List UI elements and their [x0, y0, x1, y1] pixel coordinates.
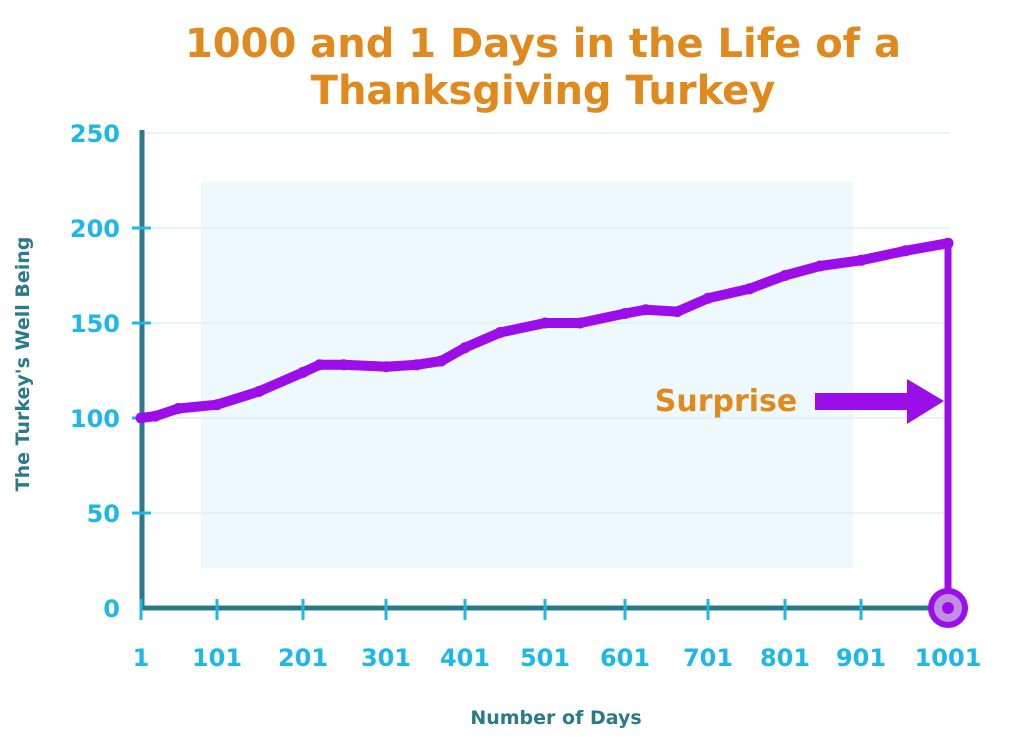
data-point: [539, 317, 551, 329]
end-marker-dot: [942, 602, 954, 614]
x-tick-label: 1: [133, 644, 150, 672]
x-tick-label: 701: [683, 644, 733, 672]
x-axis-label: Number of Days: [470, 707, 641, 729]
x-tick-label: 601: [600, 644, 650, 672]
x-tick-label: 1001: [915, 644, 982, 672]
annotation-label: Surprise: [655, 384, 798, 419]
data-point: [314, 359, 326, 371]
chart-title-line-1: 1000 and 1 Days in the Life of a: [185, 21, 901, 67]
annotation-arrow-shaft: [815, 393, 910, 410]
y-tick-label: 0: [103, 595, 120, 623]
data-point: [494, 327, 506, 338]
data-point: [297, 366, 309, 378]
x-tick-label: 801: [760, 644, 810, 672]
data-point: [702, 292, 714, 304]
x-tick-label: 401: [440, 644, 490, 672]
surprise-annotation: Surprise: [655, 379, 944, 424]
highlight-band: [201, 182, 853, 568]
data-point: [149, 410, 161, 422]
data-point: [459, 342, 471, 354]
y-tick-label: 250: [70, 120, 120, 148]
y-tick-label: 100: [70, 405, 120, 433]
x-tick-label: 201: [278, 644, 328, 672]
y-axis-label: The Turkey's Well Being: [12, 237, 34, 492]
data-point: [855, 254, 867, 266]
data-point: [435, 355, 447, 367]
y-tick-label: 150: [70, 310, 120, 338]
annotation-arrow-head: [907, 379, 944, 424]
ticks: 0 50 100 150 200 250 1 101 201 301 401 501 601 701 801…: [70, 120, 982, 672]
data-point: [411, 359, 423, 371]
data-point: [211, 399, 223, 411]
data-point: [744, 283, 756, 295]
y-tick-label: 200: [70, 215, 120, 243]
chart-title-line-2: Thanksgiving Turkey: [311, 68, 776, 114]
data-point: [619, 308, 631, 319]
x-tick-label: 501: [520, 644, 570, 672]
x-tick-label: 301: [361, 644, 411, 672]
data-point: [814, 260, 826, 272]
data-point: [779, 270, 791, 281]
data-point: [135, 412, 147, 424]
x-tick-label: 101: [192, 644, 242, 672]
data-point: [253, 385, 265, 397]
series: [135, 237, 968, 628]
axes: [139, 130, 940, 611]
data-point: [899, 245, 911, 257]
x-tick-label: 901: [836, 644, 886, 672]
data-point: [640, 304, 652, 316]
data-point: [338, 359, 350, 371]
data-point: [380, 361, 392, 373]
data-point: [172, 403, 184, 414]
y-tick-label: 50: [87, 500, 120, 528]
data-point: [574, 317, 586, 329]
data-point: [671, 306, 683, 318]
